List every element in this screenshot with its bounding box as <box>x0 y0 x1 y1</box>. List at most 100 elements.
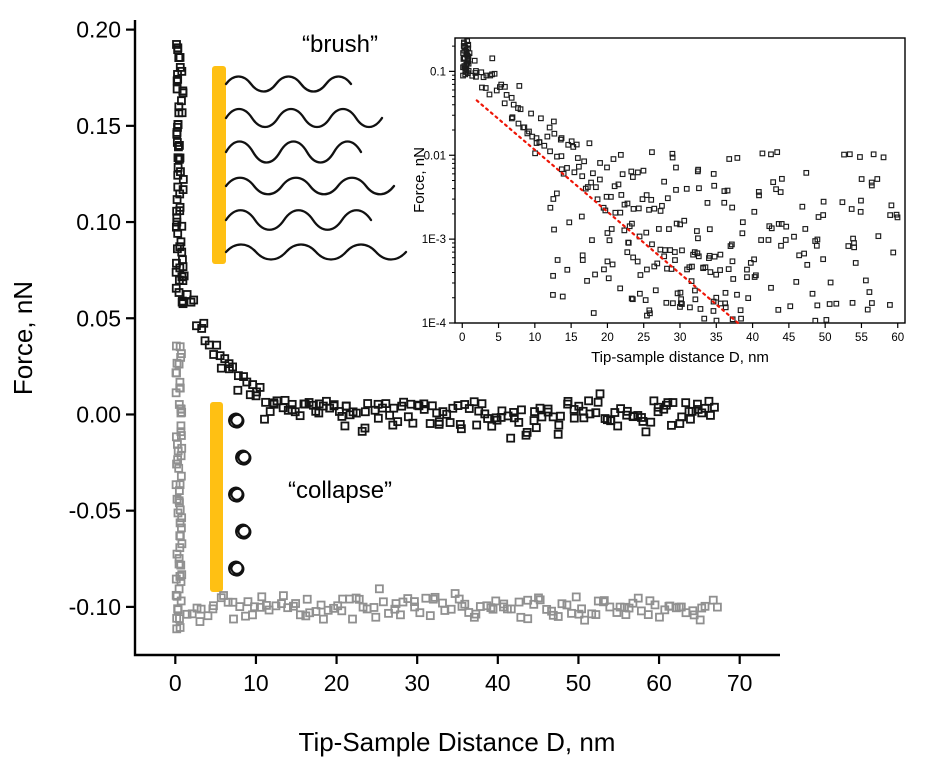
scatter-point <box>687 406 697 416</box>
inset-scatter-point <box>866 289 873 295</box>
scatter-point <box>314 408 324 418</box>
inset-scatter-point <box>651 205 658 212</box>
inset-scatter-point <box>510 101 517 108</box>
inset-scatter-point <box>461 39 467 46</box>
inset-x-tick-label: 40 <box>746 332 759 344</box>
inset-scatter-point <box>768 284 774 291</box>
inset-scatter-point <box>538 115 544 122</box>
scatter-point <box>563 396 573 406</box>
inset-scatter-point <box>717 267 723 273</box>
scatter-point <box>173 74 183 84</box>
inset-scatter-point <box>621 201 628 208</box>
inset-x-tick-label: 15 <box>565 332 578 344</box>
scatter-point <box>341 401 351 411</box>
scatter-point <box>176 421 186 431</box>
polymer-chain <box>224 140 363 164</box>
scatter-point <box>535 595 545 605</box>
inset-scatter-point <box>894 214 901 221</box>
scatter-point <box>509 413 519 423</box>
inset-scatter-point <box>603 193 610 200</box>
inset-scatter-point <box>850 235 856 242</box>
inset-scatter-point <box>619 171 626 178</box>
scatter-point <box>567 608 576 618</box>
scatter-point <box>442 409 452 419</box>
scatter-point <box>323 605 333 615</box>
inset-scatter-point <box>692 296 699 303</box>
polymer-chain <box>224 176 396 196</box>
inset-scatter-point <box>710 308 717 314</box>
scatter-point <box>329 401 339 411</box>
inset-scatter-point <box>643 192 650 198</box>
scatter-point <box>491 596 501 606</box>
inset-scatter-point <box>677 289 684 296</box>
scatter-point <box>197 324 207 333</box>
inset-scatter-point <box>857 208 864 215</box>
inset-scatter-point <box>848 206 855 212</box>
inset-scatter-point <box>778 242 784 249</box>
scatter-point <box>445 418 455 427</box>
scatter-point <box>348 614 357 624</box>
inset-scatter-point <box>581 158 588 165</box>
scatter-point <box>233 371 243 381</box>
scatter-point <box>708 595 718 605</box>
scatter-point <box>689 610 699 620</box>
main-x-tick-label: 60 <box>646 670 672 696</box>
collapsed-coil <box>228 560 245 577</box>
inset-scatter-point <box>809 290 816 297</box>
inset-scatter-point <box>640 167 647 174</box>
annotation-collapse: “collapse” <box>288 477 392 504</box>
main-y-tick-label: 0.10 <box>76 209 121 235</box>
inset-scatter-point <box>713 317 720 324</box>
inset-scatter-point <box>628 295 635 302</box>
inset-scatter-point <box>551 130 558 137</box>
collapsed-coil <box>228 412 245 429</box>
scatter-point <box>704 396 714 406</box>
scatter-point <box>174 108 184 118</box>
scatter-point <box>235 602 245 612</box>
inset-scatter-point <box>726 156 733 162</box>
inset-x-tick-label: 55 <box>855 332 868 344</box>
scatter-point <box>335 407 344 416</box>
scatter-point <box>228 597 238 607</box>
inset-scatter-point <box>787 303 794 310</box>
scatter-point <box>605 602 615 612</box>
inset-scatter-point <box>644 312 650 319</box>
scatter-point <box>599 596 609 605</box>
inset-scatter-point <box>550 292 556 298</box>
scatter-point <box>378 597 388 607</box>
inset-scatter-point <box>849 299 856 306</box>
inset-scatter-point <box>669 150 676 157</box>
scatter-point <box>175 377 185 387</box>
scatter-point <box>580 615 590 625</box>
inset-scatter-point <box>752 272 759 279</box>
main-axes-layer: 0 10 20 30 40 50 60 700.200.150.100.050.00-0.05… <box>69 17 780 696</box>
inset-scatter-point <box>858 176 865 182</box>
scatter-point <box>319 614 328 624</box>
inset-scatter-point <box>796 252 803 259</box>
inset-scatter-point <box>550 118 557 125</box>
inset-scatter-point <box>554 257 561 263</box>
inset-scatter-point <box>751 208 758 215</box>
inset-scatter-point <box>594 196 601 203</box>
scatter-point <box>174 559 184 569</box>
inset-scatter-point <box>695 235 701 242</box>
inset-scatter-point <box>643 229 650 236</box>
inset-scatter-point <box>593 184 599 191</box>
inset-x-tick-label: 5 <box>495 332 501 344</box>
inset-scatter-point <box>814 302 821 309</box>
inset-scatter-point <box>673 186 679 193</box>
scatter-point <box>295 411 305 421</box>
inset-scatter-point <box>739 230 746 237</box>
inset-x-tick-label: 60 <box>891 332 904 344</box>
inset-scatter-point <box>550 196 557 202</box>
inset-scatter-point <box>604 164 610 171</box>
scatter-point <box>175 63 185 72</box>
scatter-point <box>173 605 183 615</box>
scatter-point <box>241 611 250 621</box>
inset-scatter-point <box>629 296 636 303</box>
scatter-point <box>302 594 312 604</box>
scatter-point <box>171 432 181 442</box>
scatter-point <box>371 612 381 622</box>
scatter-point <box>255 382 265 392</box>
scatter-point <box>178 88 188 98</box>
